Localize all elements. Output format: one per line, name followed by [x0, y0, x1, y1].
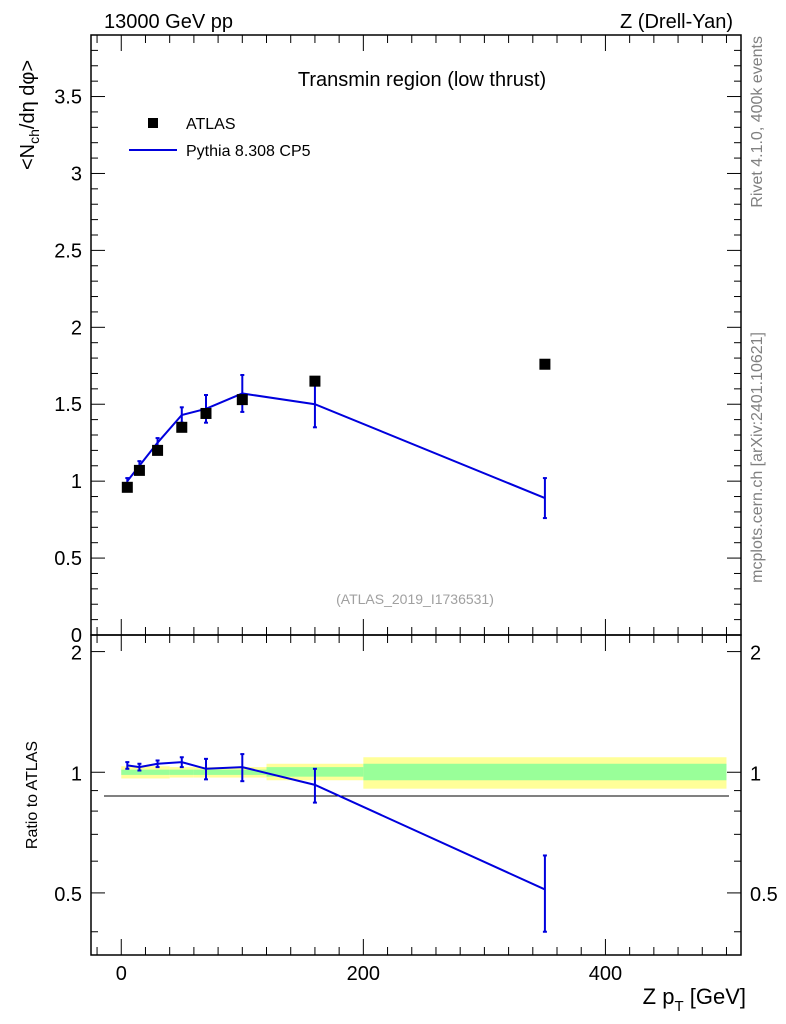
process-label: Z (Drell-Yan) [620, 11, 733, 33]
ratio-plot-frame [90, 634, 742, 956]
data-point [539, 358, 551, 370]
data-point [236, 394, 248, 406]
ratio-y-tick-label-right: 0.5 [750, 884, 778, 906]
main-y-tick-label: 0 [71, 625, 82, 647]
legend-mc-label: Pythia 8.308 CP5 [186, 143, 311, 160]
data-point [152, 444, 164, 456]
x-tick-label: 400 [589, 963, 622, 985]
data-point [133, 464, 145, 476]
main-y-tick-label: 2 [71, 317, 82, 339]
x-tick-label: 200 [347, 963, 380, 985]
main-y-tick-label: 0.5 [54, 548, 82, 570]
main-y-tick-label: 3 [71, 163, 82, 185]
main-y-axis-label: <Nch/dη dφ> [17, 60, 42, 170]
data-point [121, 481, 133, 493]
ratio-y-tick-label-right: 2 [750, 643, 761, 665]
ratio-inner-band [121, 769, 170, 775]
legend-data-marker [148, 118, 158, 128]
data-point [200, 407, 212, 419]
rivet-info-label: Rivet 4.1.0, 400k events [749, 36, 766, 208]
data-point [309, 375, 321, 387]
mc-line [126, 392, 546, 500]
ratio-mc-line [127, 761, 546, 891]
x-axis-label: Z pT [GeV] [643, 984, 746, 1015]
x-tick-label: 0 [116, 963, 127, 985]
main-plot-panel: 0 0.5 1 1.5 2 2.5 3 3.5 Transmin region (low th… [17, 34, 742, 647]
ratio-y-axis-label: Ratio to ATLAS [24, 741, 41, 849]
ratio-inner-band [169, 769, 194, 775]
legend: ATLAS Pythia 8.308 CP5 [129, 116, 311, 160]
energy-label: 13000 GeV pp [104, 11, 233, 33]
ratio-y-tick-label: 0.5 [54, 884, 82, 906]
ratio-inner-band [193, 769, 267, 775]
main-y-tick-label: 3.5 [54, 87, 82, 109]
ratio-y-tick-label: 1 [71, 763, 82, 785]
legend-data-label: ATLAS [186, 116, 236, 133]
ratio-y-tick-label: 2 [71, 643, 82, 665]
ratio-y-tick-label-right: 1 [750, 763, 761, 785]
ratio-plot-panel: 0.5 0.5 1 1 2 2 0 200 400 Ratio to ATLAS Z pT [G… [24, 634, 778, 1015]
analysis-id-label: (ATLAS_2019_I1736531) [336, 591, 494, 607]
chart-title: Transmin region (low thrust) [298, 69, 546, 91]
main-y-tick-label: 1.5 [54, 394, 82, 416]
data-point [176, 421, 188, 433]
main-y-tick-label: 2.5 [54, 240, 82, 262]
main-y-tick-label: 1 [71, 471, 82, 493]
ratio-inner-band [363, 763, 727, 781]
mcplots-label: mcplots.cern.ch [arXiv:2401.10621] [749, 332, 766, 583]
